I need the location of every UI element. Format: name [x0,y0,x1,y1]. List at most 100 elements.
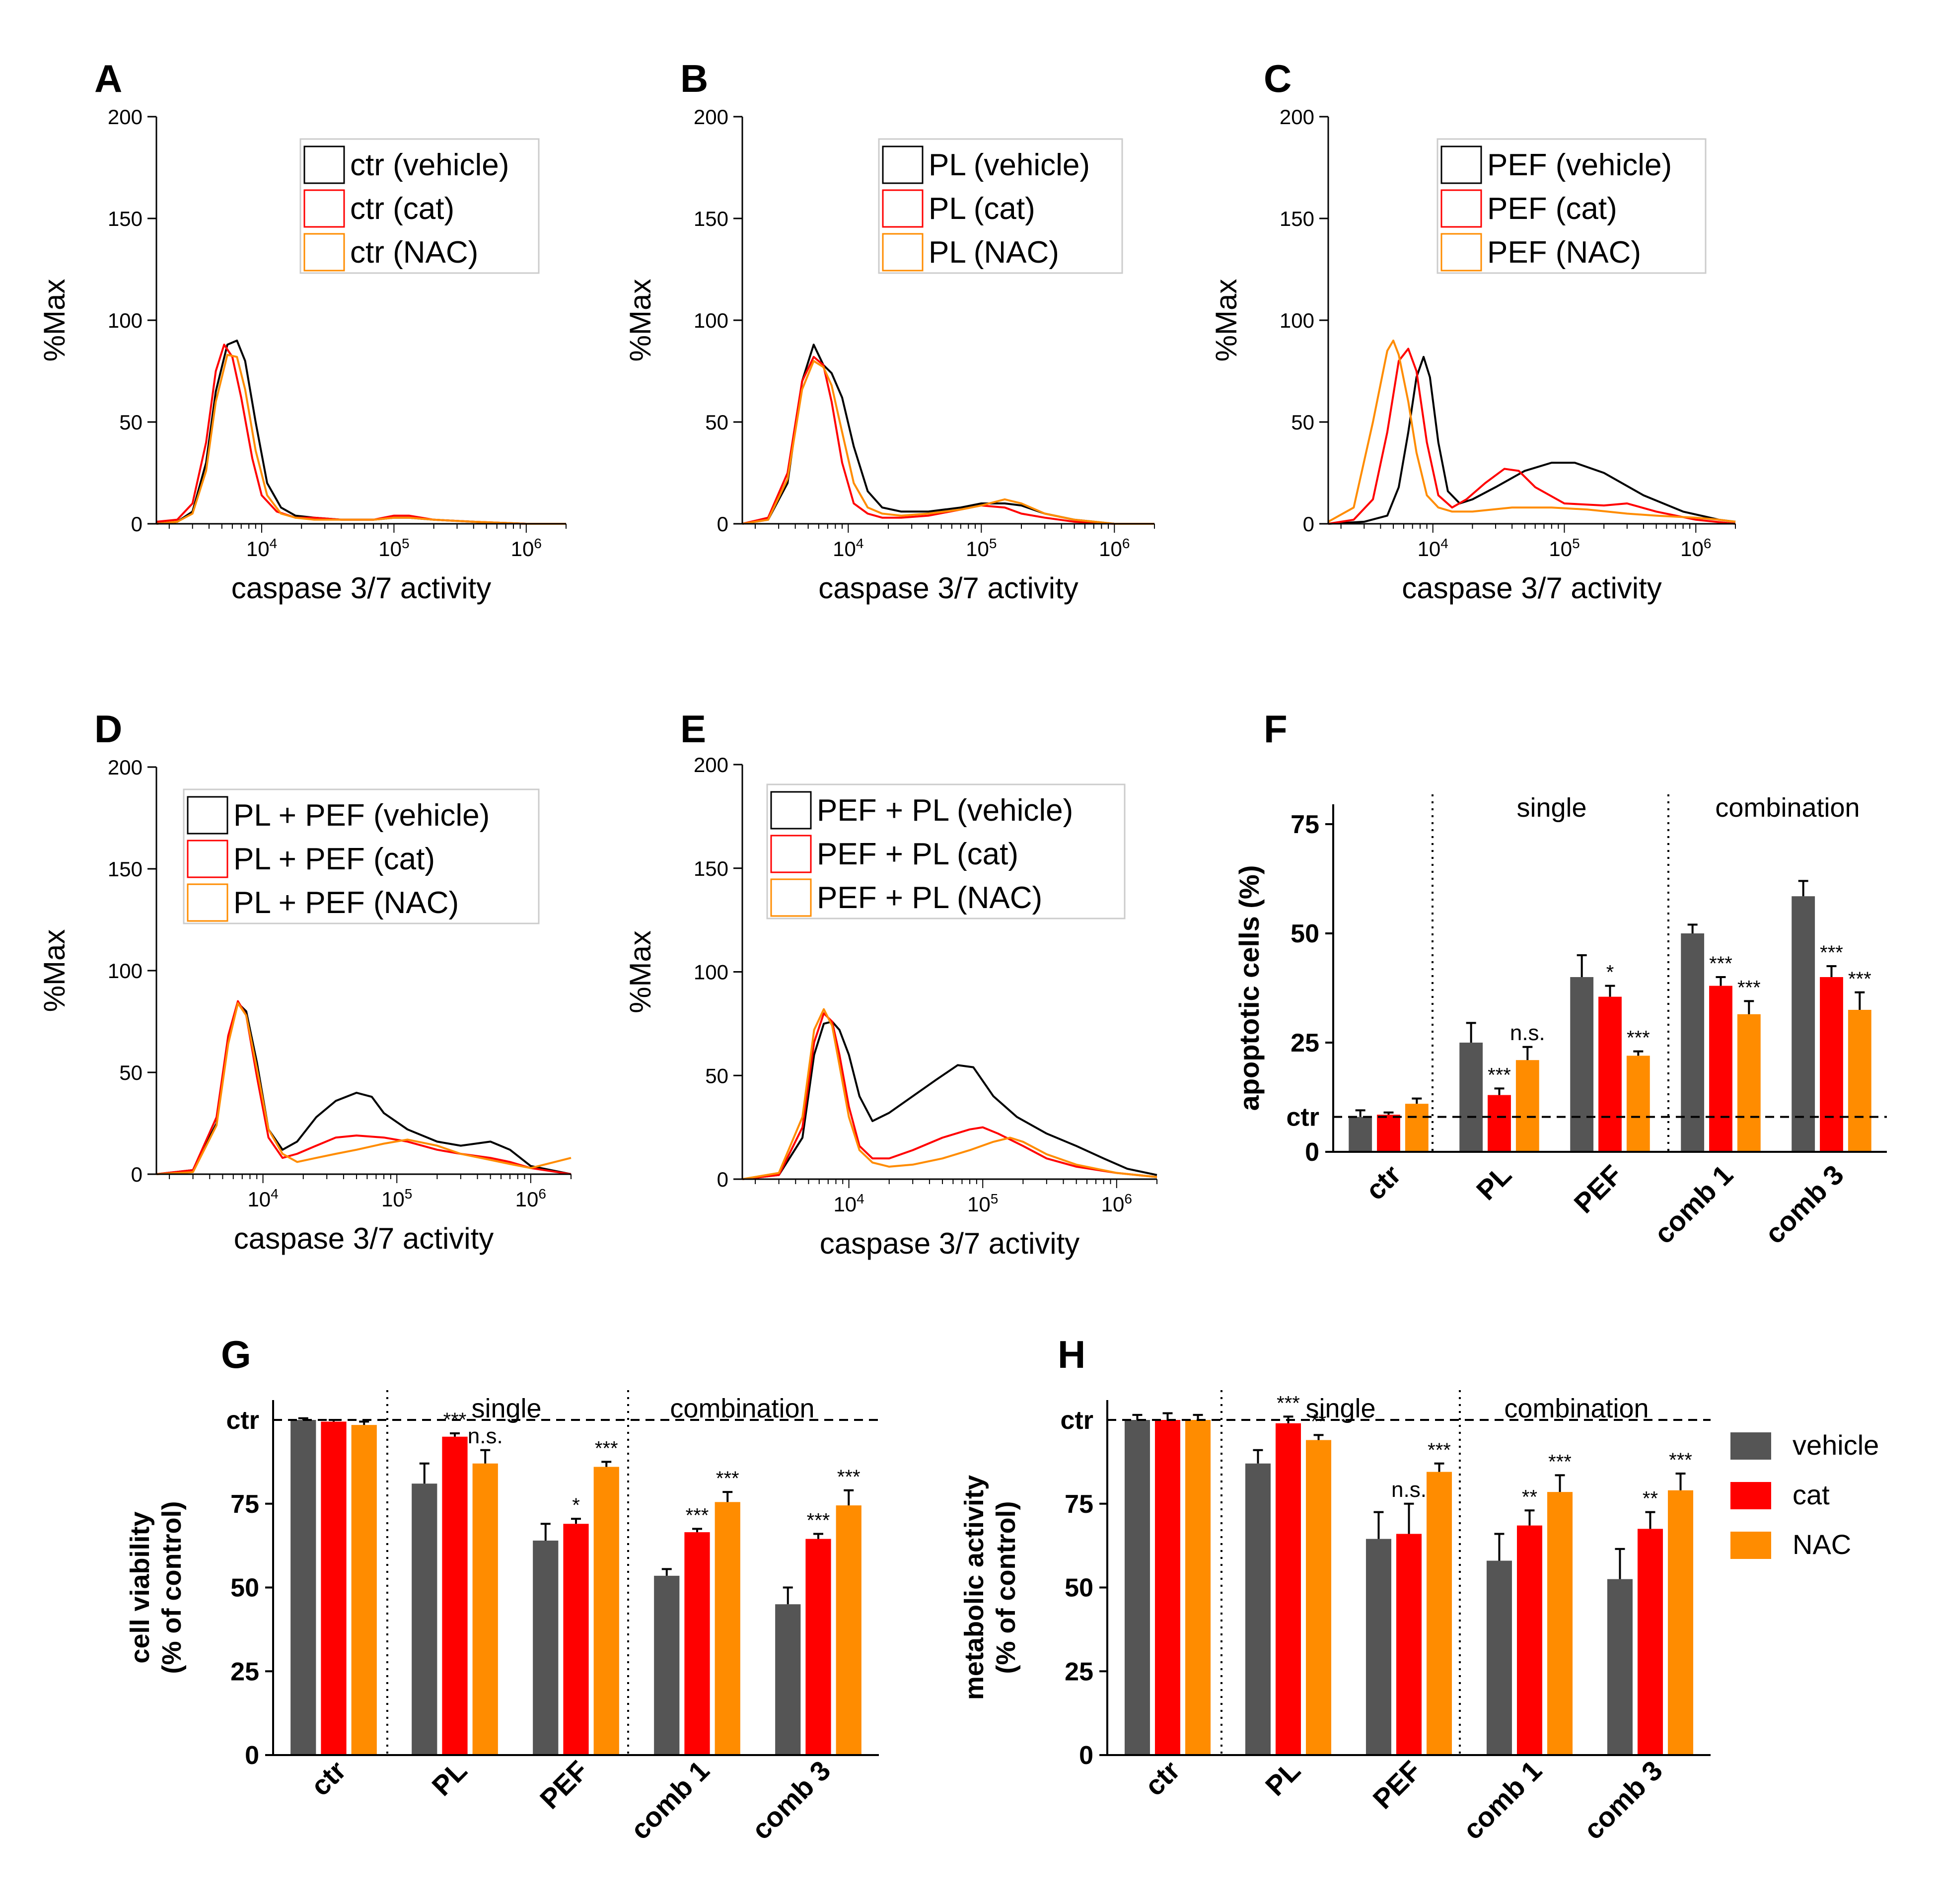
panel-b-letter: B [680,57,708,100]
panel-g-bar-nac [351,1425,377,1755]
panel-g-bar-vehicle [290,1420,316,1755]
panel-e-series-vehicle [742,1020,1157,1180]
panel-f-letter: F [1264,707,1288,751]
panel-g-bar-nac [715,1502,740,1755]
panel-b-legend-box [878,138,1123,274]
panel-e: E 0 50 100 150 200 104 105 106 caspase 3/7 activi… [624,707,1157,1260]
panel-h-significance-label: *** [1669,1449,1692,1471]
panel-h-significance-label: ** [1643,1488,1658,1510]
panel-f-significance-label: *** [1488,1064,1511,1086]
panel-f-bar-nac [1515,1060,1539,1152]
panel-f-bar-cat [1598,996,1622,1152]
panel-c-legend: PEF (vehicle) PEF (cat) PEF (NAC) [1436,138,1707,274]
panel-d-y-tick-label: 100 [108,959,143,983]
legend-vehicle-swatch [1730,1432,1771,1460]
panel-h-significance-label: ** [1522,1486,1537,1508]
panel-h-significance-label: *** [1428,1439,1451,1461]
legend-cat-label: cat [1793,1479,1830,1510]
panel-a-legend-label-nac: ctr (NAC) [350,235,478,270]
panel-a-legend-label-vehicle: ctr (vehicle) [350,148,509,182]
panel-f-bar-cat [1488,1095,1511,1152]
panel-g-y-tick-label: 0 [245,1741,259,1770]
panel-g-significance-label: * [572,1494,580,1516]
panel-c-x-tick-label: 104 [1418,536,1448,561]
panel-b-legend: PL (vehicle) PL (cat) PL (NAC) [878,138,1123,274]
panel-d-legend-label-cat: PL + PEF (cat) [233,842,435,876]
panel-h-bar-nac [1306,1440,1332,1755]
panel-h-group-label: single [1305,1394,1375,1423]
panel-h-bar-nac [1547,1492,1573,1755]
panel-e-x-tick-label: 104 [833,1191,864,1216]
panel-h-bar-cat [1275,1423,1301,1755]
panel-d-y-tick-label: 150 [108,857,143,881]
panel-f-group-label: combination [1715,793,1860,823]
panel-a-legend: ctr (vehicle) ctr (cat) ctr (NAC) [299,138,540,274]
panel-a-y-tick-label: 200 [108,105,143,129]
panel-g-significance-label: n.s. [468,1424,503,1448]
panel-g-bar-nac [836,1505,861,1755]
panel-b-x-axis-label: caspase 3/7 activity [818,571,1078,605]
panel-f-bar-cat [1820,977,1843,1152]
panel-a-legend-swatch-vehicle [303,145,345,184]
panel-g-bar-cat [563,1524,589,1755]
panel-f-bar-vehicle [1681,933,1705,1152]
panel-h-y-tick-label: 50 [1065,1574,1093,1603]
panel-c-x-axis-label: caspase 3/7 activity [1402,571,1662,605]
panel-e-x-axis-label: caspase 3/7 activity [820,1227,1080,1260]
panel-c-series-nac [1328,340,1736,523]
panel-a-x-tick-label: 106 [511,536,542,561]
panel-g-y-tick-label: 50 [230,1574,259,1603]
panel-h-bar-cat [1516,1525,1543,1755]
panel-c-y-tick-label: 0 [1303,512,1314,536]
panel-h-bar-nac [1427,1472,1452,1755]
panel-c-x-tick-label: 105 [1549,536,1579,561]
panel-b-x-tick-label: 104 [833,536,863,561]
panel-g-significance-label: *** [716,1468,739,1489]
panel-b-legend-swatch-vehicle [882,145,924,184]
panel-a: A 0 50 100 150 200 104 105 106 caspase 3/7 activi… [38,57,567,605]
panel-h-letter: H [1058,1333,1085,1376]
panel-f-bar-vehicle [1459,1043,1483,1152]
panel-h-reference-label: ctr [1061,1406,1093,1435]
panel-d-legend-label-nac: PL + PEF (NAC) [233,886,459,920]
panel-g-reference-label: ctr [226,1406,259,1435]
panel-h-y-tick-label: 75 [1065,1490,1093,1519]
panel-d-x-axis-label: caspase 3/7 activity [234,1222,494,1255]
panel-d-x-tick-label: 106 [515,1186,546,1211]
panel-f-significance-label: n.s. [1510,1021,1545,1045]
panel-c-legend-swatch-nac [1440,233,1482,272]
panel-f-y-tick-label: 50 [1291,919,1319,948]
panel-b-legend-swatch-cat [882,189,924,228]
panel-d-legend: PL + PEF (vehicle) PL + PEF (cat) PL + PEF… [183,788,540,924]
panel-f-bar-nac [1737,1014,1761,1152]
panel-e-legend-swatch-nac [770,878,812,917]
panel-g-bar-cat [442,1436,468,1755]
panel-h-bar-cat [1637,1529,1663,1755]
figure-panels: A 0 50 100 150 200 104 105 106 caspase 3/7 activi… [38,57,1887,1845]
panel-f-significance-label: *** [1737,977,1761,998]
panel-d-series-cat [156,1000,572,1175]
panel-b-x-tick-label: 105 [966,536,997,561]
panel-c-legend-label-nac: PEF (NAC) [1487,235,1641,270]
panel-h-y-tick-label: 0 [1079,1741,1093,1770]
panel-e-legend-swatch-vehicle [770,791,812,830]
panel-h-bar-cat [1396,1534,1422,1755]
panel-a-x-tick-label: 104 [246,536,277,561]
panel-e-x-tick-label: 106 [1101,1191,1132,1216]
panel-a-y-tick-label: 100 [108,309,143,332]
panel-h-significance-label: n.s. [1391,1478,1427,1502]
panel-d-y-tick-label: 200 [108,756,143,779]
panel-h-bar-cat [1154,1420,1181,1755]
panel-g-significance-label: *** [595,1437,618,1459]
panel-d-legend-swatch-nac [187,883,228,922]
panel-f-bar-vehicle [1349,1117,1372,1152]
panel-f-bar-nac [1626,1056,1650,1152]
panel-e-y-tick-label: 150 [694,857,728,880]
panel-a-x-axis-label: caspase 3/7 activity [231,571,492,605]
panel-b-y-tick-label: 100 [694,309,728,332]
panel-d-series-nac [156,1002,572,1175]
panel-g-bar-vehicle [775,1604,801,1755]
panel-f-y-tick-label: 0 [1305,1138,1319,1167]
panel-d-legend-swatch-vehicle [187,796,228,835]
